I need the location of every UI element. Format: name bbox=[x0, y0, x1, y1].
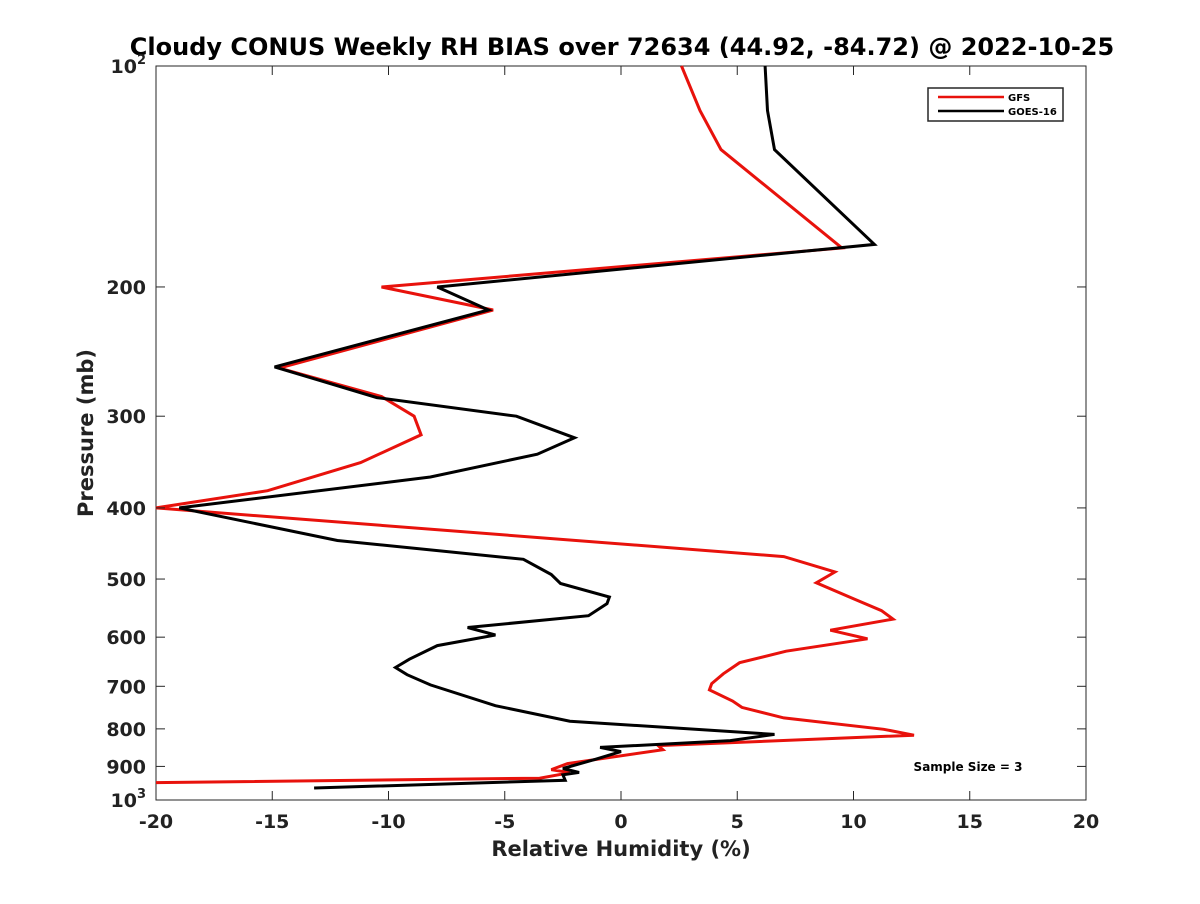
legend-box bbox=[927, 87, 1064, 122]
chart-title: Cloudy CONUS Weekly RH BIAS over 72634 (… bbox=[130, 33, 1114, 61]
x-tick-label: 10 bbox=[840, 811, 866, 833]
y-tick-label: 102 bbox=[111, 53, 147, 78]
y-tick-label: 800 bbox=[106, 719, 146, 741]
y-tick-label: 700 bbox=[106, 676, 146, 698]
y-axis-label: Pressure (mb) bbox=[74, 349, 98, 517]
y-tick-label: 400 bbox=[106, 498, 146, 520]
sample-size-annotation: Sample Size = 3 bbox=[914, 760, 1023, 774]
y-tick-label: 103 bbox=[111, 787, 147, 812]
series-line-goes-16 bbox=[178, 65, 878, 790]
chart-legend: GFS GOES-16 bbox=[927, 87, 1064, 122]
series-group bbox=[155, 65, 915, 790]
x-tick-label: -15 bbox=[255, 811, 289, 833]
y-tick-label: 900 bbox=[106, 756, 146, 778]
x-axis-ticks: -20 -15 -10 -5 0 5 10 15 20 bbox=[139, 66, 1099, 833]
x-tick-label: 0 bbox=[614, 811, 627, 833]
y-tick-label: 200 bbox=[106, 277, 146, 299]
x-tick-label: -20 bbox=[139, 811, 173, 833]
x-tick-label: -10 bbox=[371, 811, 405, 833]
legend-label-goes-16: GOES-16 bbox=[1008, 107, 1057, 118]
x-tick-label: 5 bbox=[731, 811, 744, 833]
x-tick-label: 15 bbox=[957, 811, 983, 833]
x-tick-label: 20 bbox=[1073, 811, 1099, 833]
y-axis-ticks: 102 200 300 400 500 600 700 800 900 103 bbox=[106, 53, 1086, 812]
y-tick-label: 600 bbox=[106, 627, 146, 649]
x-axis-label: Relative Humidity (%) bbox=[491, 837, 750, 861]
legend-label-gfs: GFS bbox=[1008, 93, 1030, 104]
y-tick-label: 500 bbox=[106, 569, 146, 591]
plot-area-border bbox=[155, 65, 1087, 801]
y-tick-label: 300 bbox=[106, 406, 146, 428]
x-tick-label: -5 bbox=[494, 811, 515, 833]
